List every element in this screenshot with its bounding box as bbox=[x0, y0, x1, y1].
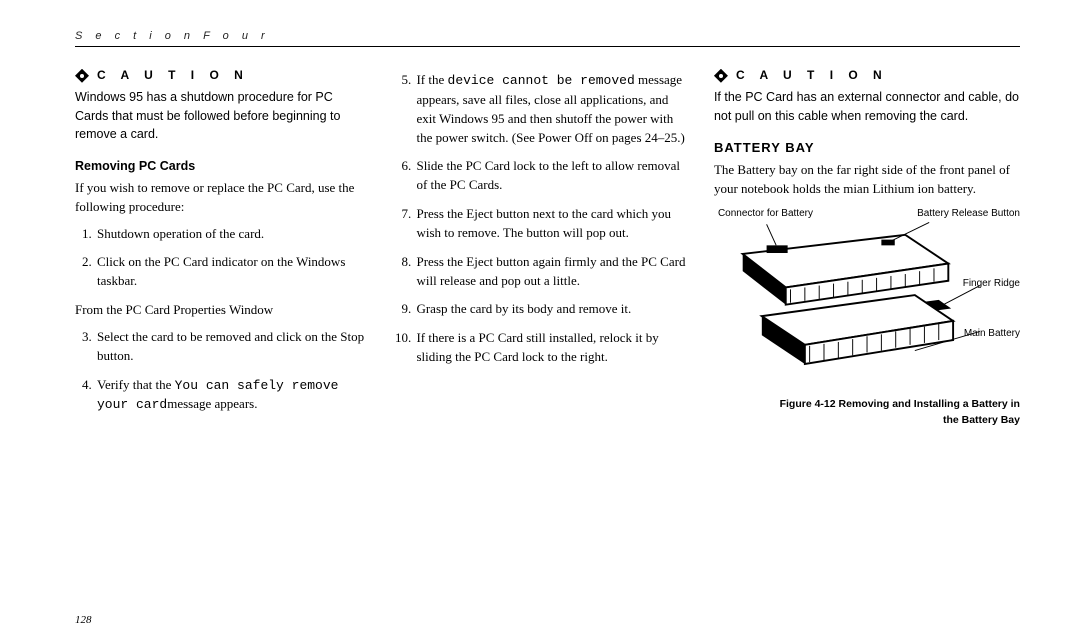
caution-body-2: If the PC Card has an external connector… bbox=[714, 88, 1020, 124]
steps-list-c: If the device cannot be removed message … bbox=[394, 71, 685, 367]
fig-line1: Figure 4-12 Removing and Installing a Ba… bbox=[780, 398, 1020, 410]
figure-caption: Figure 4-12 Removing and Installing a Ba… bbox=[714, 397, 1020, 429]
label-finger: Finger Ridge bbox=[963, 277, 1020, 292]
page-number: 128 bbox=[75, 614, 92, 626]
step-1: Shutdown operation of the card. bbox=[95, 225, 366, 244]
step4-pre: Verify that the bbox=[97, 377, 175, 392]
label-connector: Connector for Battery bbox=[718, 207, 813, 222]
battery-diagram: Connector for Battery Battery Release Bu… bbox=[714, 207, 1020, 387]
step-3: Select the card to be removed and click … bbox=[95, 328, 366, 366]
caution-title-2: C A U T I O N bbox=[736, 67, 888, 84]
caution-body: Windows 95 has a shutdown procedure for … bbox=[75, 88, 366, 142]
section-header: S e c t i o n F o u r bbox=[75, 30, 1020, 47]
step-7: Press the Eject button next to the card … bbox=[414, 205, 685, 243]
manual-page: S e c t i o n F o u r C A U T I O N Wind… bbox=[0, 0, 1080, 640]
label-main: Main Battery bbox=[964, 327, 1020, 342]
column-2: If the device cannot be removed message … bbox=[394, 67, 685, 429]
battery-svg bbox=[714, 207, 1020, 387]
caution-title: C A U T I O N bbox=[97, 67, 249, 84]
caution-box-2: C A U T I O N If the PC Card has an exte… bbox=[714, 67, 1020, 125]
step5-code: device cannot be removed bbox=[448, 73, 635, 88]
battery-bay-heading: BATTERY BAY bbox=[714, 139, 1020, 158]
caution-icon bbox=[75, 69, 89, 83]
content-columns: C A U T I O N Windows 95 has a shutdown … bbox=[75, 67, 1020, 429]
properties-note: From the PC Card Properties Window bbox=[75, 301, 366, 320]
steps-list-b: Select the card to be removed and click … bbox=[75, 328, 366, 415]
fig-line2: the Battery Bay bbox=[943, 414, 1020, 426]
intro-text: If you wish to remove or replace the PC … bbox=[75, 179, 366, 217]
step4-post: message appears. bbox=[167, 396, 257, 411]
column-3: C A U T I O N If the PC Card has an exte… bbox=[714, 67, 1020, 429]
column-1: C A U T I O N Windows 95 has a shutdown … bbox=[75, 67, 366, 429]
caution-box-1: C A U T I O N Windows 95 has a shutdown … bbox=[75, 67, 366, 143]
step-10: If there is a PC Card still installed, r… bbox=[414, 329, 685, 367]
step-9: Grasp the card by its body and remove it… bbox=[414, 300, 685, 319]
step5-pre: If the bbox=[416, 72, 447, 87]
caution-icon bbox=[714, 69, 728, 83]
step-6: Slide the PC Card lock to the left to al… bbox=[414, 157, 685, 195]
steps-list-a: Shutdown operation of the card. Click on… bbox=[75, 225, 366, 292]
step-5: If the device cannot be removed message … bbox=[414, 71, 685, 147]
step-2: Click on the PC Card indicator on the Wi… bbox=[95, 253, 366, 291]
step-8: Press the Eject button again firmly and … bbox=[414, 253, 685, 291]
label-release: Battery Release Button bbox=[917, 207, 1020, 222]
battery-intro: The Battery bay on the far right side of… bbox=[714, 161, 1020, 199]
subheading-removing: Removing PC Cards bbox=[75, 157, 366, 175]
step-4: Verify that the You can safely remove yo… bbox=[95, 376, 366, 416]
caution-heading-2: C A U T I O N bbox=[714, 67, 1020, 84]
caution-heading: C A U T I O N bbox=[75, 67, 366, 84]
